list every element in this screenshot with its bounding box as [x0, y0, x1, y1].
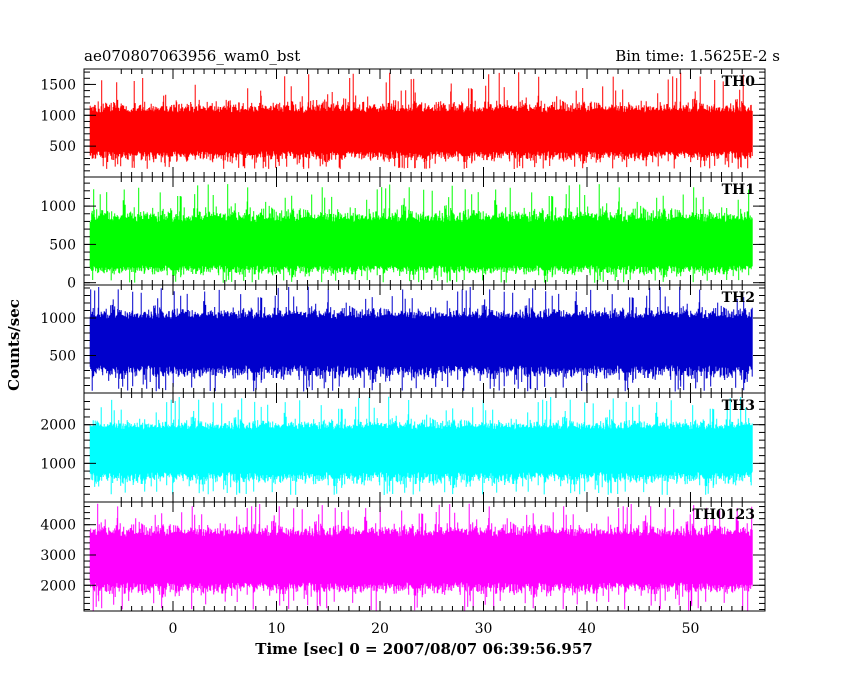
y-axis-label: Counts/sec [5, 299, 23, 391]
x-tick-label: 10 [268, 621, 286, 637]
x-tick-label: 30 [475, 621, 493, 637]
panel-th0: 500 1000 1500 TH0 [40, 68, 766, 178]
y-tick-label: 3000 [40, 548, 76, 564]
panel-th2: 500 1000 TH2 [40, 284, 766, 394]
panel-th1: 0 500 1000 TH1 [40, 176, 766, 292]
y-tick-label: 1500 [40, 77, 76, 93]
x-tick-label: 50 [682, 621, 700, 637]
series-th0 [89, 72, 753, 169]
series-th0123 [89, 503, 753, 611]
chart-subtitle: Bin time: 1.5625E-2 s [615, 47, 780, 65]
panel-label: TH2 [722, 290, 755, 306]
panel-label: TH0123 [692, 507, 755, 523]
panel-th3: 1000 2000 TH3 [40, 392, 766, 503]
y-tick-label: 2000 [40, 578, 76, 594]
series-th3 [89, 396, 753, 495]
y-tick-label: 500 [49, 349, 76, 365]
x-tick-label: 0 [169, 621, 178, 637]
panel-label: TH3 [722, 398, 755, 414]
x-tick-label: 40 [578, 621, 596, 637]
y-tick-label: 4000 [40, 518, 76, 534]
panel-frame [83, 501, 766, 612]
y-tick-label: 500 [49, 139, 76, 155]
y-tick-label: 1000 [40, 456, 76, 472]
y-tick-label: 2000 [40, 418, 76, 434]
chart-title: ae070807063956_wam0_bst [84, 47, 300, 65]
series-th1 [89, 184, 753, 283]
y-tick-label: 0 [67, 276, 76, 292]
y-tick-label: 1000 [40, 108, 76, 124]
y-tick-label: 1000 [40, 311, 76, 327]
x-axis-label: Time [sec] 0 = 2007/08/07 06:39:56.957 [255, 640, 592, 658]
y-tick-label: 500 [49, 237, 76, 253]
panel-label: TH1 [722, 182, 755, 198]
x-tick-label: 20 [371, 621, 389, 637]
panel-label: TH0 [722, 74, 756, 90]
y-tick-label: 1000 [40, 199, 76, 215]
panel-th0123: 2000 3000 4000 TH0123 [40, 501, 766, 612]
series-th2 [89, 286, 753, 392]
